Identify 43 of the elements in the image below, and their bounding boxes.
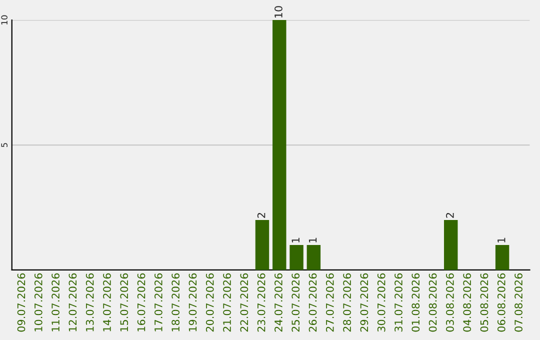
x-tick-label: 31.07.2026 <box>394 273 402 332</box>
x-tick-label: 12.07.2026 <box>68 273 77 332</box>
x-tick-label: 30.07.2026 <box>377 273 386 332</box>
x-tick-label: 11.07.2026 <box>52 273 60 332</box>
x-tick-label: 01.08.2026 <box>412 273 420 332</box>
data-label: 10 <box>274 6 282 18</box>
x-tick-label: 23.07.2026 <box>257 273 266 332</box>
x-tick-label: 15.07.2026 <box>120 273 128 332</box>
x-tick-label: 25.07.2026 <box>292 273 300 332</box>
x-tick-label: 22.07.2026 <box>240 273 248 332</box>
x-tick-label: 13.07.2026 <box>86 273 94 332</box>
data-label: 1 <box>498 238 506 242</box>
x-tick-label: 29.07.2026 <box>360 273 368 332</box>
data-label: 2 <box>446 213 454 218</box>
y-tick-label: 5 <box>1 143 8 148</box>
x-tick-label: 03.08.2026 <box>446 273 454 332</box>
bar <box>290 244 304 270</box>
bar <box>444 220 458 270</box>
x-tick-label: 26.07.2026 <box>308 273 317 332</box>
x-tick-label: 18.07.2026 <box>172 273 180 332</box>
x-tick-label: 10.07.2026 <box>34 273 42 332</box>
x-tick-label: 06.08.2026 <box>497 273 506 332</box>
bar <box>272 20 286 270</box>
x-tick-label: 17.07.2026 <box>154 273 162 332</box>
bar <box>306 244 321 270</box>
x-tick-label: 04.08.2026 <box>463 273 472 332</box>
data-label: 1 <box>292 238 300 242</box>
x-tick-label: 07.08.2026 <box>514 273 522 332</box>
x-tick-label: 16.07.2026 <box>137 273 146 332</box>
x-tick-label: 14.07.2026 <box>103 273 111 332</box>
x-tick-label: 27.07.2026 <box>326 273 334 332</box>
x-tick-label: 02.08.2026 <box>428 273 437 332</box>
x-tick-label: 09.07.2026 <box>17 273 26 332</box>
x-tick-label: 24.07.2026 <box>274 273 282 332</box>
x-tick-label: 05.08.2026 <box>480 273 488 332</box>
data-label: 2 <box>257 213 266 218</box>
x-tick-label: 20.07.2026 <box>206 273 214 332</box>
bar <box>255 220 270 270</box>
data-label: 1 <box>308 238 317 242</box>
x-tick-label: 19.07.2026 <box>188 273 197 332</box>
x-tick-label: 21.07.2026 <box>223 273 231 332</box>
bar <box>495 244 510 270</box>
x-tick-label: 28.07.2026 <box>343 273 351 332</box>
